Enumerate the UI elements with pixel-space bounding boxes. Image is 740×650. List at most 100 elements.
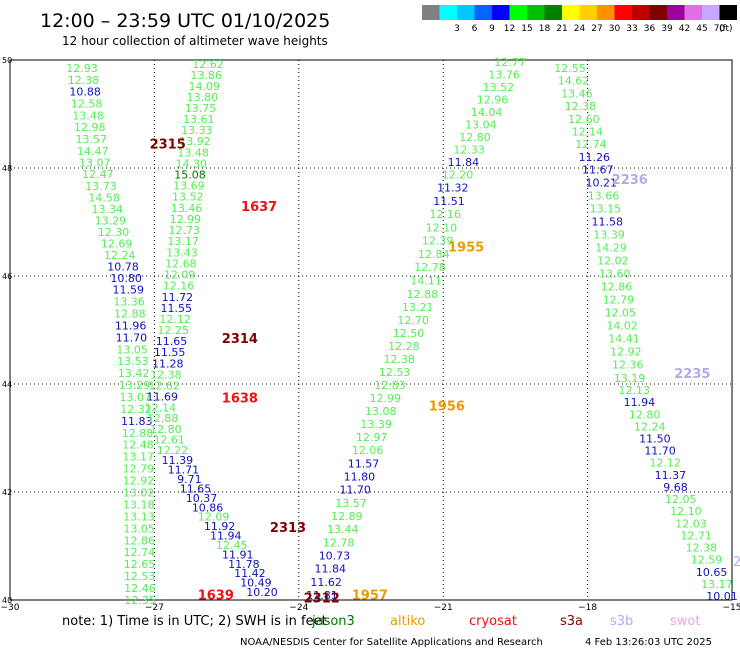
wave-height-label: 10.20	[246, 586, 278, 599]
map-frame	[9, 59, 733, 601]
wave-height-label: 13.33	[181, 124, 213, 137]
wave-height-label: 13.08	[365, 405, 397, 418]
wave-height-label: 12.88	[147, 412, 179, 425]
wave-height-label: 11.70	[339, 484, 371, 497]
wave-height-label: 11.32	[437, 182, 469, 195]
wave-height-label: 12.59	[691, 554, 723, 567]
wave-height-label: 13.75	[185, 102, 217, 115]
color-legend: 3 6 9 12 15 18 21 24 27 30 33 36 39 42 45 70(ft)	[422, 5, 737, 34]
wave-height-label: 12.38	[150, 368, 182, 381]
legend-swatch	[474, 5, 492, 20]
wave-height-label: 12.24	[104, 249, 136, 262]
wave-height-label: 11.26	[579, 151, 611, 164]
wave-height-label: 13.43	[166, 246, 198, 259]
wave-height-label: 12.02	[597, 254, 629, 267]
track-a: 12.9312.3810.8812.5813.4812.9813.5714.47…	[66, 62, 156, 607]
wave-height-label: 12.03	[675, 517, 707, 530]
wave-height-label: 13.92	[179, 135, 211, 148]
legend-unit: (ft)	[719, 24, 733, 34]
wave-height-label: 14.58	[88, 191, 120, 204]
wave-height-label: 11.92	[204, 520, 236, 533]
wave-height-label: 12.88	[122, 427, 154, 440]
pass-id-label: 2235	[674, 367, 710, 382]
legend-tick-label: 12	[504, 24, 515, 34]
legend-tick-label: 30	[609, 24, 621, 34]
legend-swatch	[597, 5, 615, 20]
wave-height-label: 11.55	[154, 346, 186, 359]
wave-height-label: 10.78	[107, 260, 139, 273]
wave-height-label: 13.86	[190, 69, 222, 82]
wave-height-label: 9.68	[663, 481, 688, 494]
wave-height-label: 12.12	[649, 457, 681, 470]
legend-tick-label: 45	[696, 24, 707, 34]
legend-swatch	[457, 5, 475, 20]
lon-tick-label: −27	[145, 603, 164, 613]
wave-height-label: 12.77	[494, 56, 526, 69]
wave-height-label: 12.65	[124, 558, 156, 571]
wave-height-label: 13.39	[360, 418, 392, 431]
wave-height-label: 12.22	[157, 444, 189, 457]
wave-height-label: 12.83	[374, 379, 406, 392]
wave-height-label: 12.13	[619, 384, 651, 397]
legend-swatch	[562, 5, 580, 20]
legend-tick-label: 39	[661, 24, 673, 34]
wave-height-label: 12.09	[198, 511, 230, 524]
wave-height-label: 13.46	[171, 202, 203, 215]
lat-lon-grid	[10, 60, 732, 600]
wave-height-label: 12.14	[145, 401, 177, 414]
satellite-legend-item: s3a	[560, 614, 583, 629]
wave-height-label: 12.47	[82, 168, 114, 181]
wave-height-label: 11.84	[448, 156, 480, 169]
wave-height-label: 12.16	[163, 280, 195, 293]
wave-height-label: 12.10	[426, 221, 458, 234]
wave-height-label: 11.91	[222, 548, 254, 561]
legend-tick-label: 70	[714, 24, 726, 34]
wave-height-label: 14.04	[471, 106, 503, 119]
wave-height-label: 13.57	[76, 133, 108, 146]
wave-height-label: 13.34	[92, 203, 124, 216]
wave-height-label: 13.60	[599, 267, 631, 280]
wave-height-label: 12.69	[101, 237, 133, 250]
wave-height-label: 11.94	[624, 396, 656, 409]
legend-tick-label: 36	[644, 24, 656, 34]
legend-tick-label: 27	[591, 24, 602, 34]
wave-height-label: 11.83	[121, 415, 153, 428]
lon-tick-label: −21	[434, 603, 453, 613]
legend-swatch	[702, 5, 720, 20]
lat-tick-label: 48	[2, 164, 12, 173]
track-c: 12.7713.7613.5212.9614.0413.0412.8012.33…	[306, 56, 526, 602]
axis-labels: 50 48 46 44 42 40−30 −27 −24 −21 −18 −15	[1, 56, 740, 613]
pass-id-label: 1957	[352, 589, 388, 604]
wave-height-label: 13.07	[119, 391, 151, 404]
lat-tick-label: 50	[2, 56, 12, 65]
wave-height-label: 11.72	[162, 291, 194, 304]
legend-tick-label: 42	[679, 24, 690, 34]
wave-height-label: 13.44	[327, 523, 359, 536]
lon-tick-label: −30	[1, 603, 20, 613]
legend-tick-label: 24	[574, 24, 586, 34]
wave-height-label: 12.12	[159, 313, 191, 326]
wave-height-label: 14.02	[606, 320, 638, 333]
wave-height-label: 10.65	[696, 566, 728, 579]
wave-height-label: 11.58	[591, 215, 623, 228]
wave-height-label: 11.51	[433, 195, 465, 208]
wave-height-label: 12.55	[554, 62, 586, 75]
wave-height-label: 12.73	[169, 224, 201, 237]
wave-height-label: 10.86	[192, 501, 224, 514]
wave-height-label: 12.80	[150, 423, 182, 436]
pass-id-label: 1638	[222, 392, 258, 407]
wave-height-label: 12.60	[568, 113, 600, 126]
wave-height-label: 12.74	[575, 138, 607, 151]
page-subtitle: 12 hour collection of altimeter wave hei…	[62, 34, 328, 48]
wave-height-label: 14.09	[189, 80, 221, 93]
wave-height-label: 12.45	[216, 539, 248, 552]
wave-height-label: 13.46	[561, 87, 593, 100]
wave-height-label: 12.38	[565, 100, 597, 113]
page-title: 12:00 – 23:59 UTC 01/10/2025	[40, 10, 330, 32]
satellite-tracks: 12.9312.3810.8812.5813.4812.9813.5714.47…	[66, 56, 738, 607]
legend-tick-label: 18	[539, 24, 551, 34]
track-pass-labels: 2315 1637 2314 1638 2313 1639 2312 1957 1956 1955…	[150, 138, 711, 607]
wave-height-label: 13.53	[117, 355, 149, 368]
wave-height-label: 14.30	[176, 157, 208, 170]
pass-id-label: 2236	[612, 173, 648, 188]
